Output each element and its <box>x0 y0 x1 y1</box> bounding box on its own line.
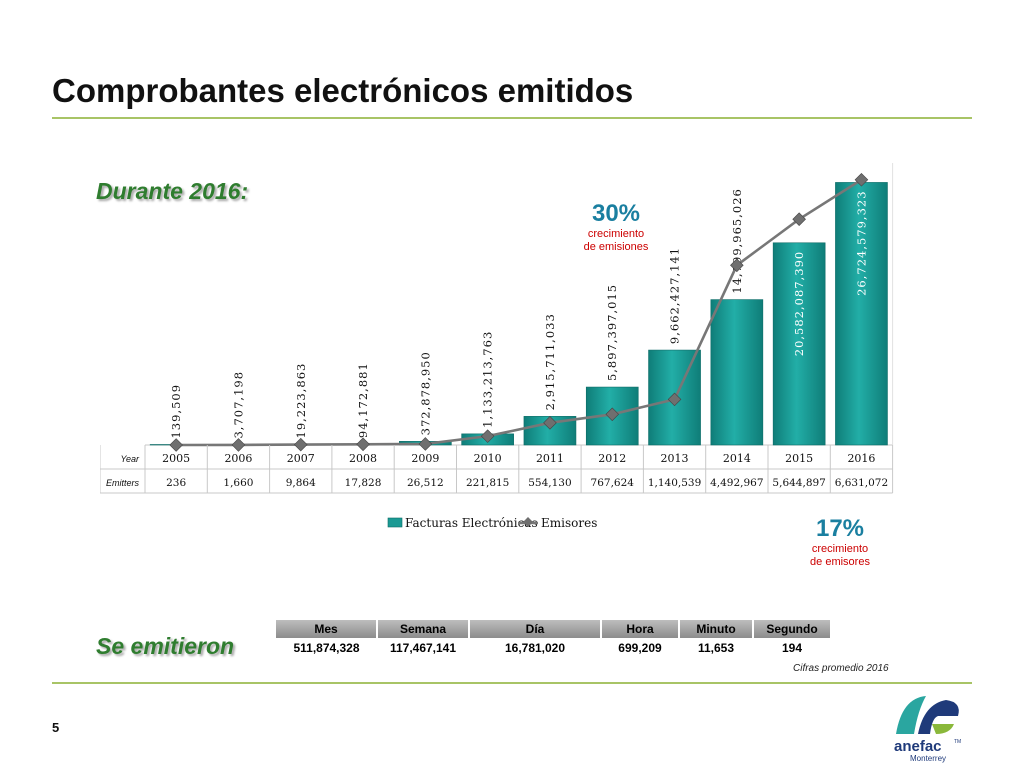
row-label-emitters: Emitters <box>106 478 140 488</box>
tick-label-2015: 2015 <box>785 452 813 465</box>
stats-header-minuto: Minuto <box>679 620 754 638</box>
emisores-marker-2007 <box>293 437 308 452</box>
bar-label-2013: 9,662,427,141 <box>668 247 682 344</box>
emisiones-growth-callout: 30% crecimiento de emisiones <box>566 200 666 254</box>
anefac-logo: anefac TM Monterrey <box>894 696 961 763</box>
emisiones-growth-line1: crecimiento <box>587 228 645 240</box>
tick-label-2005: 2005 <box>162 452 190 465</box>
emisores-marker-2008 <box>356 437 370 452</box>
title-divider <box>52 117 972 119</box>
bar-label-2008: 94,172,881 <box>356 362 370 438</box>
tick-label-2007: 2007 <box>287 452 315 465</box>
legend-facturas-swatch <box>387 517 403 528</box>
tick-label-2013: 2013 <box>661 452 689 465</box>
emisores-marker-2013 <box>667 392 682 407</box>
emitters-value-2012: 767,624 <box>591 477 635 489</box>
emitters-value-2014: 4,492,967 <box>710 477 763 489</box>
page-number: 5 <box>52 720 60 735</box>
stats-value-mes: 511,874,328 <box>293 641 360 655</box>
legend-emisores-label: Emisores <box>541 516 597 530</box>
emisores-marker-2016 <box>854 172 869 187</box>
emisores-marker-2011 <box>543 416 557 430</box>
emisores-marker-2015 <box>792 212 806 226</box>
footer-divider <box>52 682 972 684</box>
stats-header-dia: Día <box>469 620 602 638</box>
stats-value-row: 511,874,328 117,467,141 16,781,020 699,2… <box>276 638 831 658</box>
logo-sub: Monterrey <box>910 754 946 763</box>
emitters-value-2006: 1,660 <box>223 477 253 489</box>
tick-label-2006: 2006 <box>224 452 252 465</box>
emitters-value-2005: 236 <box>166 477 186 489</box>
tick-label-2011: 2011 <box>536 452 564 465</box>
emisores-marker-2014 <box>730 258 744 273</box>
bar-label-2016: 26,724,579,323 <box>854 190 868 295</box>
tick-label-2014: 2014 <box>723 452 751 465</box>
emitters-value-2015: 5,644,897 <box>772 477 825 489</box>
tick-label-2009: 2009 <box>411 452 439 465</box>
durante-label: Durante 2016: <box>96 178 249 204</box>
emitters-value-2010: 221,815 <box>466 477 509 489</box>
stats-header-segundo: Segundo <box>753 620 832 638</box>
bar-label-2005: 139,509 <box>169 384 183 439</box>
tick-label-2008: 2008 <box>349 452 377 465</box>
emisores-marker-2006 <box>231 438 246 452</box>
stats-header-hora: Hora <box>601 620 680 638</box>
tick-label-2016: 2016 <box>847 452 875 465</box>
emisores-growth-pct: 17% <box>815 515 865 542</box>
stats-value-segundo: 194 <box>781 641 803 655</box>
emisores-growth-callout: 17% crecimiento de emisores <box>790 515 890 569</box>
tick-label-2012: 2012 <box>598 452 626 465</box>
emisores-growth-line1: crecimiento <box>811 543 869 555</box>
tick-label-2010: 2010 <box>474 452 502 465</box>
bar-label-2011: 2,915,711,033 <box>543 313 557 410</box>
emisores-marker-2009 <box>418 437 433 451</box>
emisiones-growth-line2: de emisiones <box>583 241 649 253</box>
bar-label-2010: 1,133,213,763 <box>481 331 495 428</box>
bar-2015 <box>772 242 826 446</box>
emisores-marker-2012 <box>605 407 620 422</box>
row-label-year: Year <box>120 454 140 464</box>
emisores-line <box>176 178 863 447</box>
cifras-note: Cifras promedio 2016 <box>793 663 889 674</box>
bar-label-2006: 3,707,198 <box>231 371 245 439</box>
logo-tm: TM <box>954 739 961 745</box>
facturas-emisores-chart: 139,509 3,707,198 19,223,863 94,172,881 372,… <box>100 163 894 530</box>
logo-name: anefac <box>894 738 942 755</box>
legend-emisores-marker <box>523 517 533 527</box>
bar-2016 <box>835 182 888 446</box>
slide-title: Comprobantes electrónicos emitidos <box>52 72 634 109</box>
stats-value-minuto: 11,653 <box>697 641 735 655</box>
logo-green-shape-icon <box>932 724 954 734</box>
emitters-value-2013: 1,140,539 <box>648 477 701 489</box>
bar-2014 <box>710 299 764 446</box>
emisores-marker-2005 <box>169 438 183 452</box>
stats-value-hora: 699,209 <box>618 641 662 655</box>
emisores-marker-2010 <box>480 429 495 443</box>
emitters-value-2007: 9,864 <box>286 477 316 489</box>
logo-navy-shape-icon <box>918 700 959 734</box>
stats-value-dia: 16,781,020 <box>504 641 566 655</box>
bar-label-2007: 19,223,863 <box>294 363 308 439</box>
emitters-value-2011: 554,130 <box>528 477 571 489</box>
stats-table: Mes Semana Día Hora Minuto Segundo 511,8… <box>276 620 832 658</box>
stats-value-semana: 117,467,141 <box>389 641 457 655</box>
logo-teal-shape-icon <box>896 696 926 734</box>
legend-facturas-label: Facturas Electrónicas <box>405 516 538 530</box>
emisores-growth-line2: de emisores <box>810 556 870 568</box>
stats-header-semana: Semana <box>377 620 470 638</box>
stats-header-row: Mes Semana Día Hora Minuto Segundo <box>276 620 832 638</box>
emitters-value-2009: 26,512 <box>407 477 444 489</box>
emitters-value-2008: 17,828 <box>345 477 382 489</box>
se-emitieron-label: Se emitieron <box>96 633 235 659</box>
stats-header-mes: Mes <box>276 620 378 638</box>
emisiones-growth-pct: 30% <box>591 200 641 227</box>
bar-label-2009: 372,878,950 <box>418 351 432 435</box>
bar-label-2015: 20,582,087,390 <box>792 251 806 356</box>
bar-label-2012: 5,897,397,015 <box>605 284 619 381</box>
emitters-value-2016: 6,631,072 <box>835 477 888 489</box>
